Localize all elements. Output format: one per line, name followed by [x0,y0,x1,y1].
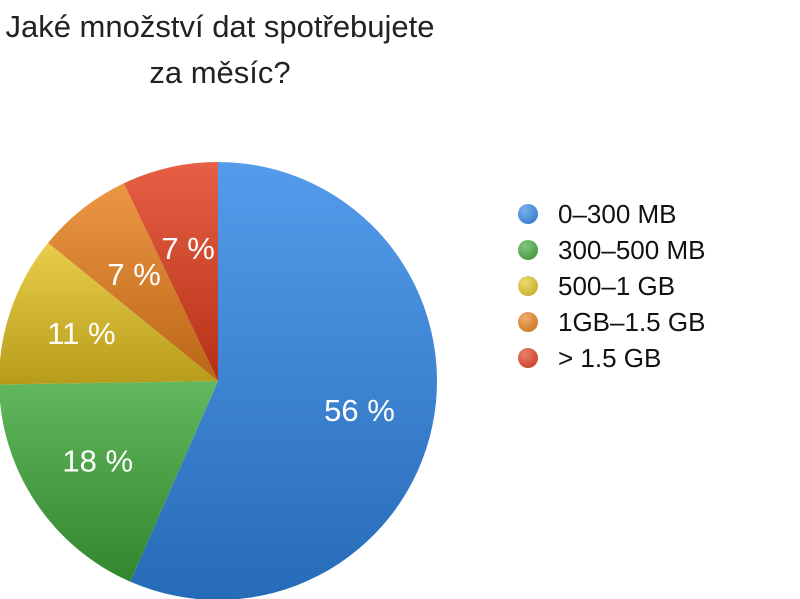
pie-slice-5 [123,162,218,381]
legend-item-3: 500–1 GB [518,268,705,304]
pie-slice-label-2: 18 % [62,444,133,479]
legend-swatch [518,312,538,332]
pie-slice-label-1: 56 % [324,393,395,428]
pie-slices [0,162,437,599]
legend-item-5: > 1.5 GB [518,340,705,376]
legend-swatch [518,348,538,368]
legend-item-4: 1GB–1.5 GB [518,304,705,340]
pie-slice-2 [0,381,218,582]
pie-slice-label-5: 7 % [161,231,214,266]
pie-slice-4 [48,183,218,381]
pie-slice-3 [0,242,218,385]
pie-slice-1 [130,162,437,599]
legend-label: 1GB–1.5 GB [558,306,706,337]
legend-swatch [518,240,538,260]
legend-swatch [518,276,538,296]
pie-slice-label-4: 7 % [107,257,160,292]
legend-swatch [518,204,538,224]
legend-label: 0–300 MB [558,198,677,229]
legend-label: > 1.5 GB [558,342,662,373]
pie-slice-labels: 56 % 18 % 11 % 7 %7 % [47,231,395,479]
legend-label: 500–1 GB [558,270,676,301]
chart-legend: 0–300 MB 300–500 MB 500–1 GB 1GB–1.5 GB > 1.… [518,196,705,376]
legend-item-1: 0–300 MB [518,196,705,232]
legend-item-2: 300–500 MB [518,232,705,268]
chart-title: Jaké množství dat spotřebujete za měsíc? [5,9,435,90]
legend-label: 300–500 MB [558,234,706,265]
pie-slice-label-3: 11 % [47,316,115,351]
